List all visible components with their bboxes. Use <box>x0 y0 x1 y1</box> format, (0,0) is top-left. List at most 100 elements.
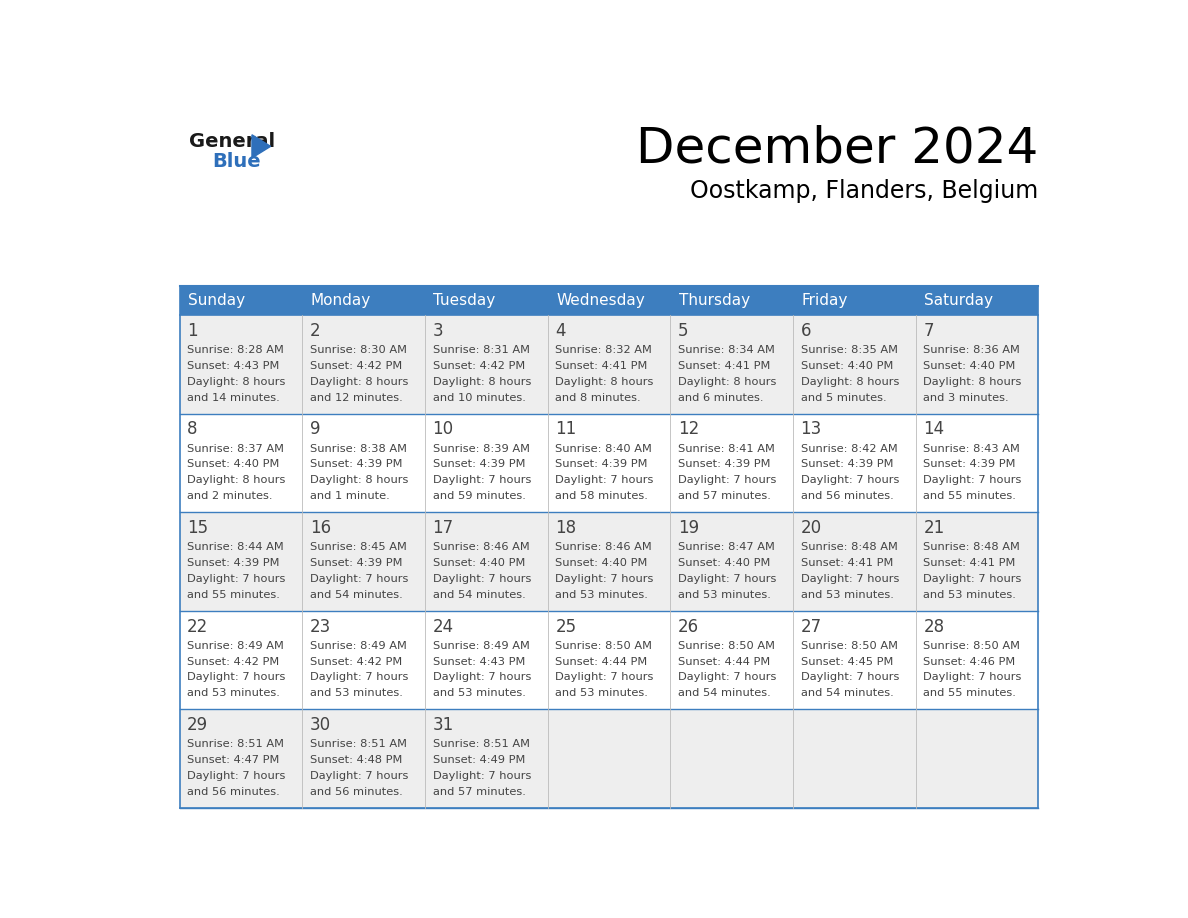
Text: 9: 9 <box>310 420 321 439</box>
Text: Sunrise: 8:36 AM: Sunrise: 8:36 AM <box>923 345 1020 355</box>
Text: and 12 minutes.: and 12 minutes. <box>310 393 403 403</box>
Text: Daylight: 8 hours: Daylight: 8 hours <box>555 376 653 386</box>
Bar <box>179 512 1038 610</box>
Text: Daylight: 8 hours: Daylight: 8 hours <box>188 476 285 486</box>
Text: Sunset: 4:49 PM: Sunset: 4:49 PM <box>432 756 525 765</box>
Text: Daylight: 8 hours: Daylight: 8 hours <box>310 376 409 386</box>
Text: 11: 11 <box>555 420 576 439</box>
Text: and 56 minutes.: and 56 minutes. <box>310 787 403 797</box>
Text: Sunrise: 8:50 AM: Sunrise: 8:50 AM <box>678 641 775 651</box>
Bar <box>670 285 792 315</box>
Text: Daylight: 8 hours: Daylight: 8 hours <box>432 376 531 386</box>
Text: Sunset: 4:39 PM: Sunset: 4:39 PM <box>555 460 647 469</box>
Text: Sunrise: 8:51 AM: Sunrise: 8:51 AM <box>432 739 530 749</box>
Polygon shape <box>252 135 271 158</box>
Text: Sunset: 4:40 PM: Sunset: 4:40 PM <box>188 460 279 469</box>
Bar <box>425 285 548 315</box>
Text: Sunrise: 8:50 AM: Sunrise: 8:50 AM <box>801 641 898 651</box>
Text: Daylight: 7 hours: Daylight: 7 hours <box>310 574 409 584</box>
Text: 7: 7 <box>923 322 934 340</box>
Text: and 58 minutes.: and 58 minutes. <box>555 491 649 501</box>
Text: and 55 minutes.: and 55 minutes. <box>188 590 280 599</box>
Text: 8: 8 <box>188 420 197 439</box>
Text: Daylight: 7 hours: Daylight: 7 hours <box>923 476 1022 486</box>
Text: Daylight: 7 hours: Daylight: 7 hours <box>678 673 776 682</box>
Text: 12: 12 <box>678 420 700 439</box>
Text: Sunrise: 8:48 AM: Sunrise: 8:48 AM <box>923 543 1020 552</box>
Text: and 57 minutes.: and 57 minutes. <box>678 491 771 501</box>
Text: Sunset: 4:41 PM: Sunset: 4:41 PM <box>678 361 770 371</box>
Text: and 53 minutes.: and 53 minutes. <box>678 590 771 599</box>
Text: Sunset: 4:39 PM: Sunset: 4:39 PM <box>923 460 1016 469</box>
Text: Sunrise: 8:49 AM: Sunrise: 8:49 AM <box>310 641 406 651</box>
Text: 24: 24 <box>432 618 454 635</box>
Text: Sunset: 4:43 PM: Sunset: 4:43 PM <box>188 361 279 371</box>
Text: 13: 13 <box>801 420 822 439</box>
Text: Daylight: 7 hours: Daylight: 7 hours <box>678 574 776 584</box>
Text: General: General <box>189 131 274 151</box>
Bar <box>916 285 1038 315</box>
Text: and 3 minutes.: and 3 minutes. <box>923 393 1009 403</box>
Text: and 53 minutes.: and 53 minutes. <box>555 590 649 599</box>
Text: Sunset: 4:41 PM: Sunset: 4:41 PM <box>801 558 893 568</box>
Text: 28: 28 <box>923 618 944 635</box>
Text: and 55 minutes.: and 55 minutes. <box>923 491 1016 501</box>
Text: Daylight: 8 hours: Daylight: 8 hours <box>801 376 899 386</box>
Text: Sunset: 4:42 PM: Sunset: 4:42 PM <box>432 361 525 371</box>
Text: Sunrise: 8:46 AM: Sunrise: 8:46 AM <box>555 543 652 552</box>
Text: 17: 17 <box>432 519 454 537</box>
Text: Sunrise: 8:32 AM: Sunrise: 8:32 AM <box>555 345 652 355</box>
Text: Sunrise: 8:49 AM: Sunrise: 8:49 AM <box>432 641 530 651</box>
Text: Sunrise: 8:49 AM: Sunrise: 8:49 AM <box>188 641 284 651</box>
Text: Sunset: 4:41 PM: Sunset: 4:41 PM <box>923 558 1016 568</box>
Text: 6: 6 <box>801 322 811 340</box>
Text: Daylight: 7 hours: Daylight: 7 hours <box>432 476 531 486</box>
Text: Sunset: 4:41 PM: Sunset: 4:41 PM <box>555 361 647 371</box>
Text: and 54 minutes.: and 54 minutes. <box>310 590 403 599</box>
Text: Daylight: 7 hours: Daylight: 7 hours <box>432 771 531 781</box>
Text: Wednesday: Wednesday <box>556 293 645 308</box>
Text: and 14 minutes.: and 14 minutes. <box>188 393 280 403</box>
Text: and 2 minutes.: and 2 minutes. <box>188 491 273 501</box>
Text: Sunset: 4:44 PM: Sunset: 4:44 PM <box>678 656 770 666</box>
Text: Sunset: 4:43 PM: Sunset: 4:43 PM <box>432 656 525 666</box>
Bar <box>179 315 1038 413</box>
Text: 15: 15 <box>188 519 208 537</box>
Text: Sunrise: 8:51 AM: Sunrise: 8:51 AM <box>310 739 407 749</box>
Text: Sunset: 4:39 PM: Sunset: 4:39 PM <box>801 460 893 469</box>
Text: Daylight: 7 hours: Daylight: 7 hours <box>923 673 1022 682</box>
Text: Daylight: 7 hours: Daylight: 7 hours <box>188 574 285 584</box>
Text: Daylight: 7 hours: Daylight: 7 hours <box>555 574 653 584</box>
Text: 16: 16 <box>310 519 331 537</box>
Text: Daylight: 7 hours: Daylight: 7 hours <box>188 771 285 781</box>
Text: Sunset: 4:46 PM: Sunset: 4:46 PM <box>923 656 1016 666</box>
Text: 5: 5 <box>678 322 688 340</box>
Text: and 53 minutes.: and 53 minutes. <box>432 688 525 699</box>
Text: and 56 minutes.: and 56 minutes. <box>188 787 280 797</box>
Text: 29: 29 <box>188 716 208 734</box>
Text: Sunrise: 8:42 AM: Sunrise: 8:42 AM <box>801 443 897 453</box>
Text: and 8 minutes.: and 8 minutes. <box>555 393 640 403</box>
Text: Thursday: Thursday <box>678 293 750 308</box>
Text: 26: 26 <box>678 618 699 635</box>
Text: December 2024: December 2024 <box>636 124 1038 172</box>
Text: 2: 2 <box>310 322 321 340</box>
Text: Sunrise: 8:37 AM: Sunrise: 8:37 AM <box>188 443 284 453</box>
Text: 14: 14 <box>923 420 944 439</box>
Bar <box>179 710 1038 808</box>
Text: Daylight: 7 hours: Daylight: 7 hours <box>310 673 409 682</box>
Text: and 53 minutes.: and 53 minutes. <box>555 688 649 699</box>
Text: Sunset: 4:39 PM: Sunset: 4:39 PM <box>188 558 279 568</box>
Text: Sunrise: 8:50 AM: Sunrise: 8:50 AM <box>555 641 652 651</box>
Text: 4: 4 <box>555 322 565 340</box>
Text: Daylight: 8 hours: Daylight: 8 hours <box>678 376 776 386</box>
Text: 30: 30 <box>310 716 331 734</box>
Bar <box>548 285 670 315</box>
Text: Monday: Monday <box>311 293 371 308</box>
Text: Sunset: 4:42 PM: Sunset: 4:42 PM <box>310 361 403 371</box>
Text: 25: 25 <box>555 618 576 635</box>
Text: Sunset: 4:48 PM: Sunset: 4:48 PM <box>310 756 403 765</box>
Text: Sunset: 4:39 PM: Sunset: 4:39 PM <box>310 460 403 469</box>
Text: Daylight: 7 hours: Daylight: 7 hours <box>432 574 531 584</box>
Text: 3: 3 <box>432 322 443 340</box>
